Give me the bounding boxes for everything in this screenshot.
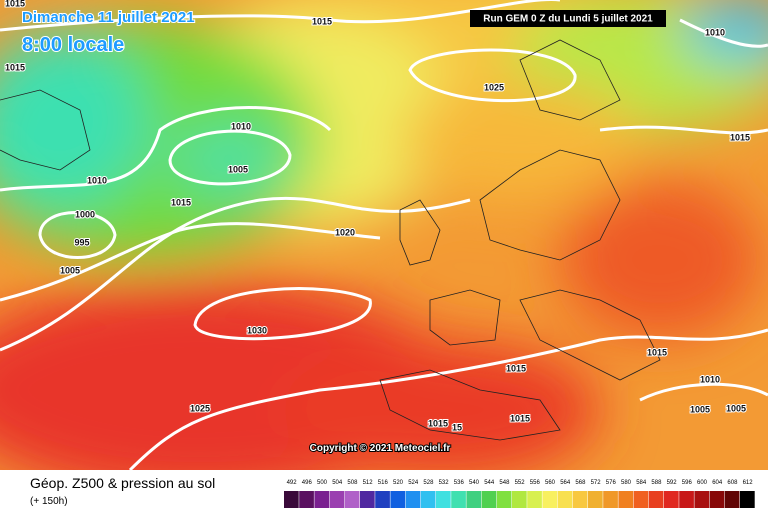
scale-label: 504 <box>332 480 343 486</box>
scale-label: 588 <box>651 480 662 486</box>
scale-swatch <box>390 491 406 508</box>
isobar-labels: 1015 1015 1010 1015 1025 1010 1015 1005 1010 1015… <box>4 0 751 433</box>
isobar-label: 1015 <box>428 418 448 428</box>
scale-label: 580 <box>621 480 632 486</box>
scale-label: 568 <box>575 480 586 486</box>
isobar-label: 1015 <box>5 0 25 8</box>
scale-swatch <box>375 491 390 508</box>
isobar-label: 1010 <box>700 374 720 384</box>
map: 1015 1015 1010 1015 1025 1010 1015 1005 1010 1015… <box>0 0 768 500</box>
scale-label: 500 <box>317 480 328 486</box>
isobar-label: 1015 <box>510 413 530 423</box>
scale-label: 576 <box>606 480 617 486</box>
scale-swatch <box>481 491 497 508</box>
scale-label: 492 <box>287 480 298 486</box>
scale-swatch <box>496 491 512 508</box>
scale-swatch <box>466 491 482 508</box>
legend-title: Géop. Z500 & pression au sol <box>30 475 215 491</box>
scale-swatch <box>588 491 603 508</box>
scale-label: 604 <box>712 480 723 486</box>
isobar-label: 1015 <box>5 62 25 72</box>
scale-label: 528 <box>423 480 434 486</box>
scale-swatch <box>527 491 542 508</box>
scale-swatch <box>360 491 375 508</box>
scale-swatch <box>633 491 649 508</box>
scale-label: 600 <box>697 480 708 486</box>
scale-label: 592 <box>667 480 678 486</box>
isobar-label: 1015 <box>312 16 332 26</box>
scale-swatch <box>299 491 314 508</box>
scale-label: 496 <box>302 480 313 486</box>
isobar-label: 1025 <box>190 403 210 413</box>
scale-swatch <box>284 491 299 508</box>
scale-swatch <box>542 491 558 508</box>
isobar-label: 1015 <box>171 197 191 207</box>
scale-swatch <box>420 491 436 508</box>
color-scale: 492 496 500 504 508 512 516 520 524 528 532 536 540 5… <box>284 480 755 508</box>
scale-label: 544 <box>484 480 495 486</box>
isobar-label: 1005 <box>690 404 710 414</box>
scale-swatch <box>709 491 725 508</box>
isobar-label: 1015 <box>730 132 750 142</box>
scale-swatch <box>451 491 466 508</box>
isobar-label: 1010 <box>87 175 107 185</box>
run-box <box>470 10 666 27</box>
isobar-label: 1000 <box>75 209 95 219</box>
scale-label: 512 <box>363 480 374 486</box>
isobar-label: 1005 <box>60 265 80 275</box>
isobar-label: 1005 <box>228 164 248 174</box>
scale-swatch <box>618 491 634 508</box>
scale-swatch <box>436 491 451 508</box>
isobar-label: 1015 <box>506 363 526 373</box>
isobar-label: 1020 <box>335 227 355 237</box>
scale-label: 520 <box>393 480 404 486</box>
isobar-label: 1030 <box>247 325 267 335</box>
scale-label: 508 <box>347 480 358 486</box>
run-label: Run GEM 0 Z du Lundi 5 juillet 2021 <box>483 14 653 25</box>
scale-label: 572 <box>591 480 602 486</box>
scale-label: 532 <box>439 480 450 486</box>
scale-label: 516 <box>378 480 389 486</box>
scale-swatch <box>405 491 421 508</box>
isobar-label: 1010 <box>231 121 251 131</box>
scale-label: 540 <box>469 480 480 486</box>
scale-label: 612 <box>743 480 754 486</box>
scale-label: 556 <box>530 480 541 486</box>
scale-swatch <box>694 491 710 508</box>
scale-label: 564 <box>560 480 571 486</box>
scale-swatch <box>557 491 573 508</box>
scale-label: 608 <box>727 480 738 486</box>
scale-swatch <box>603 491 618 508</box>
scale-label: 584 <box>636 480 647 486</box>
scale-swatch <box>314 491 330 508</box>
date: Dimanche 11 juillet 2021 <box>22 9 195 26</box>
scale-swatch <box>664 491 679 508</box>
scale-swatch <box>572 491 588 508</box>
legend-subtitle: (+ 150h) <box>30 496 68 507</box>
scale-label: 536 <box>454 480 465 486</box>
scale-swatch <box>679 491 694 508</box>
isobar-label: 995 <box>74 237 89 247</box>
scale-label: 548 <box>499 480 510 486</box>
isobar-label: 15 <box>452 422 462 432</box>
isobar-label: 1025 <box>484 82 504 92</box>
scale-swatch <box>329 491 345 508</box>
scale-swatch <box>512 491 527 508</box>
isobar-label: 1005 <box>726 403 746 413</box>
scale-swatch <box>724 491 740 508</box>
scale-swatch <box>344 491 360 508</box>
scale-label: 560 <box>545 480 556 486</box>
time: 8:00 locale <box>22 34 124 56</box>
scale-label: 524 <box>408 480 419 486</box>
scale-swatch <box>740 491 755 508</box>
copyright: Copyright © 2021 Meteociel.fr <box>310 443 451 454</box>
scale-label: 552 <box>515 480 526 486</box>
scale-swatch <box>648 491 664 508</box>
scale-label: 596 <box>682 480 693 486</box>
isobar-label: 1010 <box>705 27 725 37</box>
isobar-label: 1015 <box>647 347 667 357</box>
